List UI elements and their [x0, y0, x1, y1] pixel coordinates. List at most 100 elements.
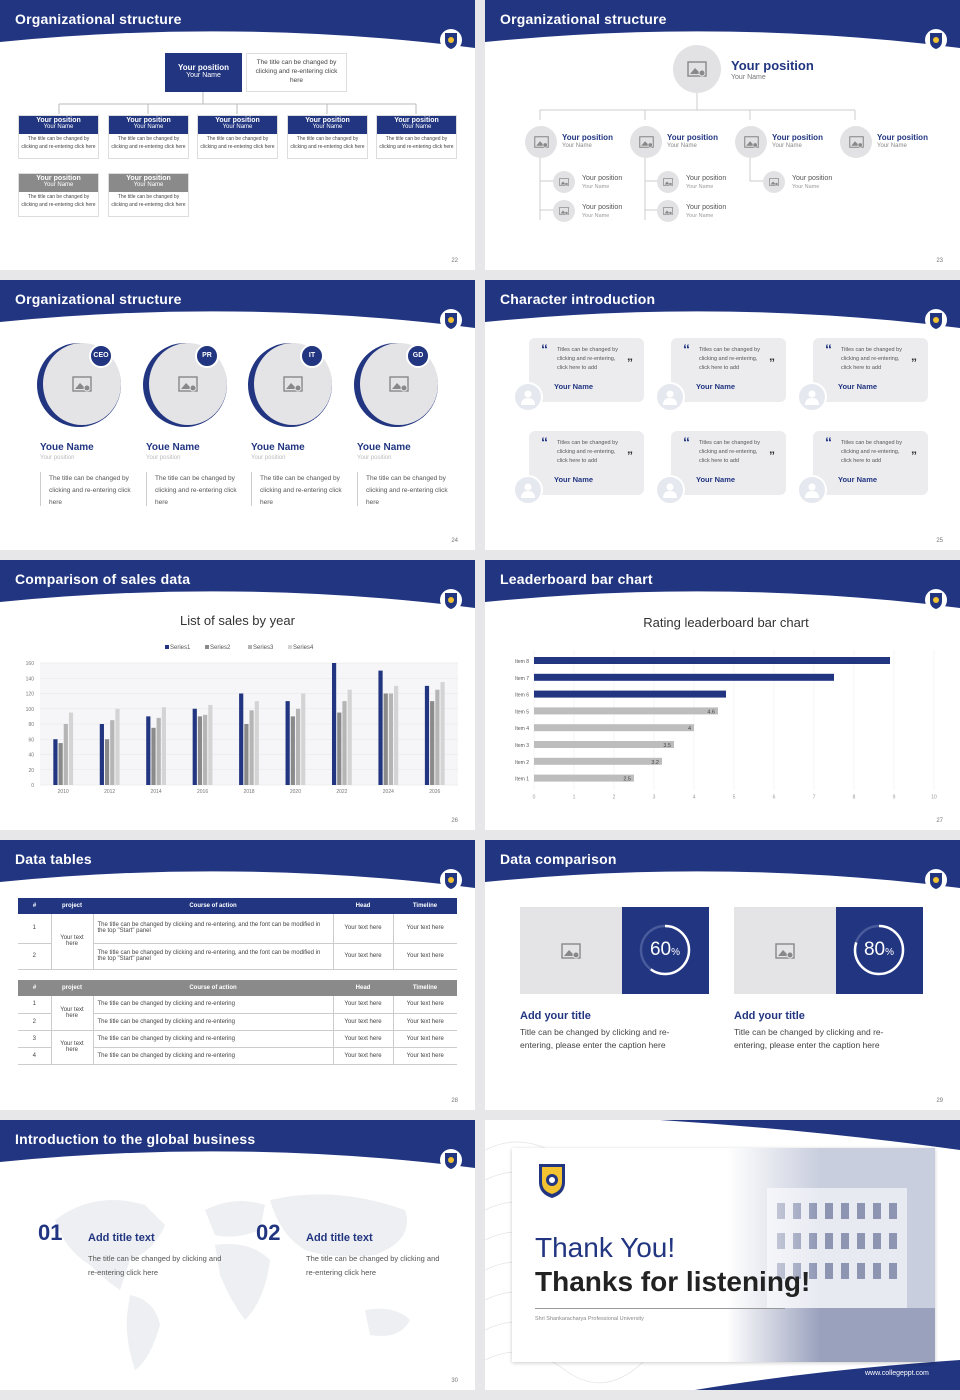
header-band [0, 560, 475, 608]
image-placeholder-icon [283, 376, 303, 392]
university-logo-icon [440, 1149, 462, 1171]
slide-25[interactable]: Character introduction “ Titles can be ch… [485, 280, 960, 550]
cell: Your text here [333, 1030, 394, 1047]
cell: Your text here [406, 1018, 444, 1025]
cell: Your text here [406, 1035, 444, 1042]
legend-label: Series3 [253, 645, 274, 651]
slide-28[interactable]: Data tables # project Course of action H… [0, 840, 475, 1110]
org-member-box[interactable]: Your position Your Name The title can be c… [18, 115, 99, 159]
bar-Series1-2016 [192, 708, 197, 785]
col-header: # [32, 985, 37, 991]
page-number: 27 [936, 818, 943, 824]
testimonial-card[interactable] [813, 431, 928, 495]
member-avatar [657, 171, 679, 193]
cell: The title can be changed by clicking and… [93, 1047, 334, 1064]
slide-title: Organizational structure [15, 291, 182, 307]
y-tick-label: Item 8 [515, 659, 529, 665]
org-member-box[interactable]: Your position Your Name The title can be c… [376, 115, 457, 159]
name-label: Your Name [133, 124, 164, 130]
org-member-box[interactable]: Your position Your Name The title can be c… [287, 115, 368, 159]
legend-label: Series1 [170, 645, 191, 651]
leaderboard-bar-chart: 0 1 2 3 4 5 6 7 8 9 10 Item 8 Item 7 Item 6 Item 5 4.6 I… [515, 650, 937, 800]
col-header: Timeline [412, 903, 438, 909]
image-placeholder-icon [663, 207, 673, 215]
slide-29[interactable]: Data comparison 60% Add your title Title c… [485, 840, 960, 1110]
org-member-box[interactable]: Your position Your Name The title can be c… [18, 173, 99, 217]
open-quote-icon: “ [825, 434, 832, 450]
name-label: Your Name [186, 72, 221, 79]
x-tick-label: 1 [573, 794, 576, 800]
bar-Series3-2014 [156, 717, 161, 785]
slide-24[interactable]: Organizational structure CEO Youe Name You… [0, 280, 475, 550]
col-header: Head [355, 903, 371, 909]
bar-Series2-2018 [244, 724, 249, 785]
stat-panel [622, 907, 709, 994]
slide-26[interactable]: Comparison of sales data List of sales b… [0, 560, 475, 830]
position-label: Your position [792, 175, 833, 182]
testimonial-card[interactable] [671, 338, 786, 402]
slide-27[interactable]: Leaderboard bar chart Rating leaderboard… [485, 560, 960, 830]
name-label: Your Name [686, 184, 714, 190]
x-tick-label: 10 [931, 794, 937, 800]
bar-Series4-2012 [115, 708, 120, 785]
card-text: Titles can be changed by clicking and re… [841, 440, 902, 464]
open-quote-icon: “ [683, 434, 690, 450]
card-name: Your Name [696, 382, 736, 391]
bar-Series2-2012 [104, 739, 110, 785]
org-member-box[interactable]: Your position Your Name The title can be c… [197, 115, 278, 159]
close-quote-icon: ” [911, 356, 917, 370]
testimonial-card[interactable] [813, 338, 928, 402]
x-tick-label: 2018 [243, 789, 254, 795]
slide-23[interactable]: Organizational structure Your position Y… [485, 0, 960, 270]
cell: 1 [32, 1001, 36, 1008]
item-desc: The title can be changed by clicking and… [306, 1254, 440, 1277]
org-member-box[interactable]: Your position Your Name The title can be c… [108, 115, 189, 159]
slide-22[interactable]: Organizational structure Your position Y… [0, 0, 475, 270]
person-desc: The title can be changed by clicking and… [49, 475, 131, 506]
thanks-listening: Thanks for listening! [535, 1266, 811, 1297]
stat-panel [836, 907, 923, 994]
bar-Series1-2022 [331, 663, 337, 785]
testimonial-card[interactable] [671, 431, 786, 495]
page-number: 25 [936, 538, 943, 544]
bar-Series2-2024 [383, 693, 388, 785]
header-band [0, 1120, 475, 1168]
org-top-box[interactable]: Your position Your Name [165, 53, 242, 92]
name-label: Your Name [792, 184, 820, 190]
chart-title: List of sales by year [180, 613, 295, 628]
header-band [485, 840, 960, 888]
person-position: Your position [251, 455, 286, 461]
sales-bar-chart: 0 20 40 60 80 100 120 140 160 2010 2012 2014 2016 201… [26, 645, 458, 795]
open-quote-icon: “ [683, 341, 690, 357]
testimonial-card[interactable] [529, 338, 644, 402]
university-logo-icon [925, 869, 947, 891]
slide-31[interactable]: Thank You! Thanks for listening! Shri Sh… [485, 1120, 960, 1390]
image-placeholder-icon [687, 61, 707, 77]
table-row: 1 Your text here The title can be change… [18, 996, 457, 1030]
slide-title: Organizational structure [500, 11, 667, 27]
bar-Item 5 [534, 707, 718, 715]
x-tick-label: 2014 [151, 789, 162, 795]
role-badge: GD [406, 344, 430, 368]
x-tick-label: 2016 [197, 789, 208, 795]
org-member-box[interactable]: Your position Your Name The title can be c… [108, 173, 189, 217]
testimonial-card[interactable] [529, 431, 644, 495]
x-tick-label: 5 [733, 794, 736, 800]
col-header: Timeline [412, 985, 438, 991]
role-badge: PR [195, 344, 219, 368]
cell: The title can be changed by clicking and… [93, 1030, 334, 1047]
image-placeholder-icon [561, 942, 581, 959]
bar-Item 4 [534, 724, 694, 732]
member-desc: The title can be changed by clicking and… [290, 136, 365, 150]
bar-Series1-2024 [378, 670, 383, 785]
bar-Series4-2018 [254, 701, 259, 785]
item-desc: The title can be changed by clicking and… [88, 1254, 222, 1277]
name-label: Your Name [562, 143, 592, 149]
cell: Your text here [406, 1052, 444, 1059]
website-link[interactable]: www.collegeppt.com [865, 1370, 929, 1377]
cell: Your text here [333, 1047, 394, 1064]
open-quote-icon: “ [541, 434, 548, 450]
x-tick-label: 2012 [104, 789, 115, 795]
data-label: 3.2 [651, 760, 659, 766]
slide-30[interactable]: Introduction to the global business 01 Ad… [0, 1120, 475, 1390]
